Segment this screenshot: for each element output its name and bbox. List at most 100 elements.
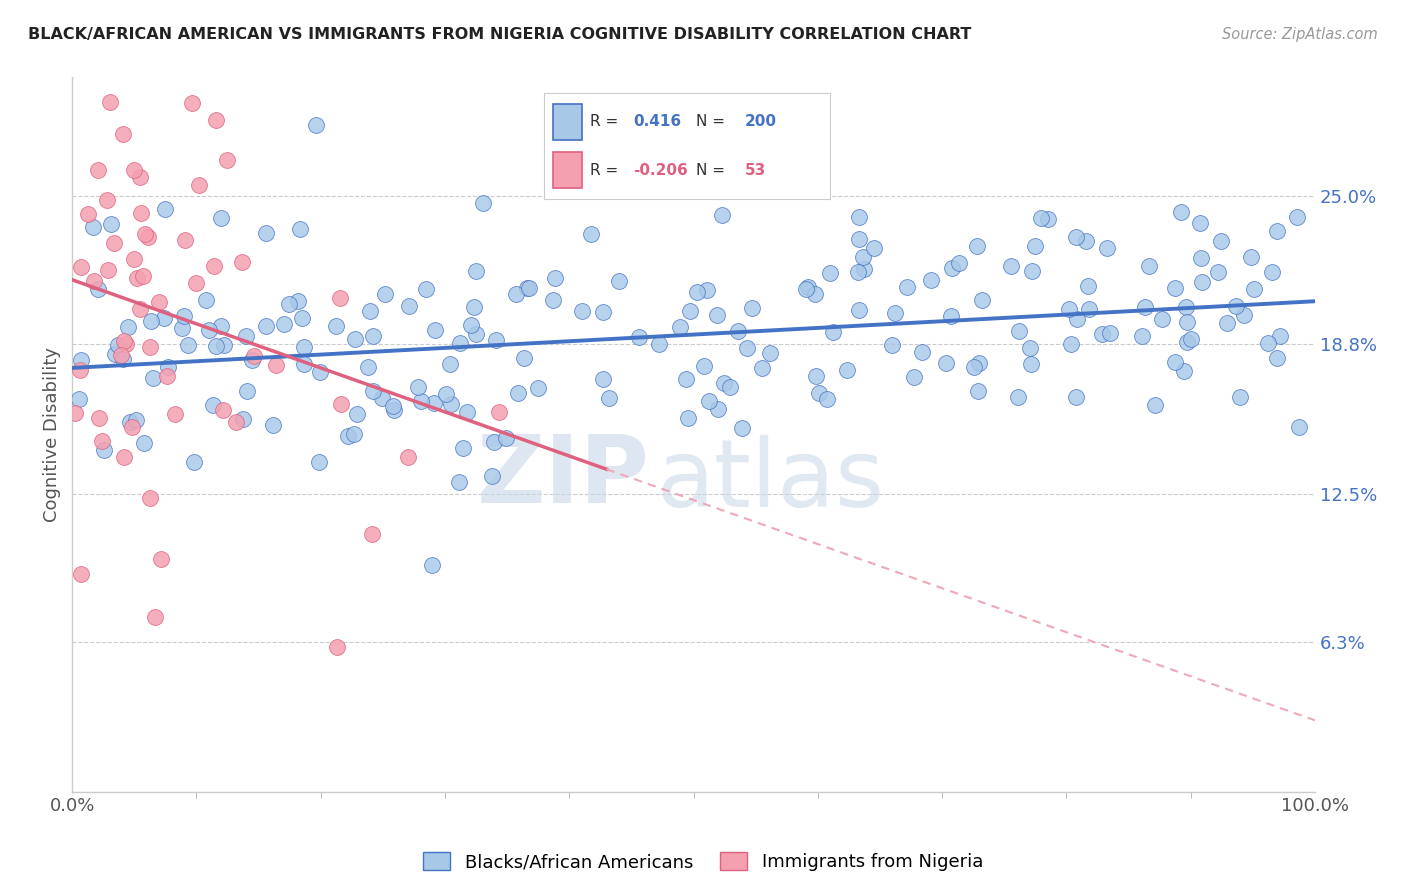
Point (277, 296, 299, 310)
Point (262, 418, 284, 433)
Point (1229, 390, 1251, 404)
Point (848, 210, 870, 224)
Point (1268, 329, 1291, 343)
Point (706, 308, 728, 322)
Point (361, 384, 384, 399)
Point (254, 226, 277, 240)
Point (134, 436, 156, 450)
Point (804, 286, 827, 301)
Point (308, 455, 330, 469)
Point (163, 407, 186, 421)
Point (1066, 390, 1088, 404)
Point (346, 408, 368, 422)
Point (411, 393, 433, 408)
Point (1163, 354, 1185, 368)
Point (117, 319, 139, 334)
Point (967, 356, 990, 370)
Point (172, 320, 194, 334)
Point (848, 232, 870, 246)
Point (1175, 315, 1198, 329)
Point (359, 304, 381, 318)
Point (517, 281, 540, 295)
Point (693, 359, 716, 374)
Point (808, 385, 831, 400)
Point (1225, 299, 1247, 313)
Point (153, 202, 176, 216)
Point (1175, 334, 1198, 349)
Point (686, 285, 709, 300)
Point (232, 411, 254, 425)
Point (96, 193, 118, 207)
Point (381, 399, 404, 413)
Point (243, 349, 266, 363)
Point (128, 169, 150, 184)
Point (1180, 332, 1202, 346)
Point (183, 455, 205, 469)
Point (1057, 301, 1080, 316)
Point (1099, 326, 1122, 340)
Point (1243, 282, 1265, 296)
Point (97, 262, 120, 277)
Point (472, 195, 495, 210)
Point (329, 291, 352, 305)
Point (1288, 419, 1310, 434)
Point (330, 397, 353, 411)
Point (697, 393, 720, 408)
Point (240, 352, 263, 367)
Point (948, 255, 970, 269)
Point (371, 392, 394, 406)
Point (463, 300, 485, 314)
Point (505, 286, 527, 301)
Text: BLACK/AFRICAN AMERICAN VS IMMIGRANTS FROM NIGERIA COGNITIVE DISABILITY CORRELATI: BLACK/AFRICAN AMERICAN VS IMMIGRANTS FRO… (28, 27, 972, 42)
Point (136, 230, 159, 244)
Point (1077, 279, 1099, 293)
Point (107, 338, 129, 352)
Point (1133, 301, 1156, 315)
Point (100, 218, 122, 232)
Point (1257, 336, 1279, 351)
Point (70, 352, 93, 367)
Point (1211, 234, 1233, 248)
Point (440, 397, 463, 411)
Point (727, 324, 749, 338)
Point (848, 303, 870, 318)
Point (713, 376, 735, 391)
Point (292, 340, 315, 354)
Point (710, 208, 733, 222)
Point (132, 268, 155, 283)
Point (112, 334, 135, 348)
Point (1191, 275, 1213, 289)
Point (139, 340, 162, 354)
Point (598, 392, 620, 406)
Point (209, 211, 232, 225)
Point (325, 319, 347, 334)
Point (82, 220, 104, 235)
Point (90, 434, 112, 449)
Point (1174, 301, 1197, 315)
Point (456, 405, 478, 419)
Point (69, 260, 91, 274)
Point (482, 434, 505, 449)
Point (125, 413, 148, 427)
Point (231, 254, 253, 268)
Point (513, 351, 536, 365)
Point (264, 359, 287, 373)
Point (129, 206, 152, 220)
Point (118, 415, 141, 429)
Point (465, 263, 488, 277)
Point (939, 310, 962, 324)
Point (449, 336, 471, 351)
Point (571, 304, 593, 318)
Point (153, 310, 176, 325)
Point (1261, 265, 1284, 279)
Point (700, 145, 723, 160)
Point (797, 279, 820, 293)
Point (83, 274, 105, 288)
Point (121, 420, 143, 434)
Point (669, 320, 692, 334)
Point (967, 384, 990, 399)
Point (1031, 211, 1053, 225)
Point (815, 392, 838, 406)
Point (141, 314, 163, 328)
Point (425, 323, 447, 337)
